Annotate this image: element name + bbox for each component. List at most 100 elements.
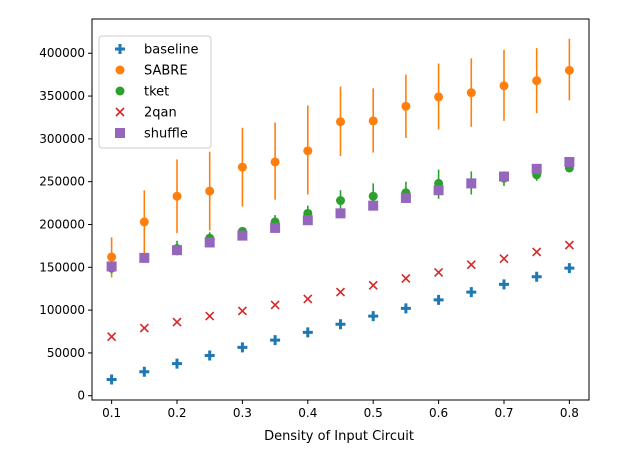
shuffle-point [302,215,313,226]
x-tick-label: 0.1 [102,406,121,420]
x-tick-label: 0.8 [560,406,579,420]
x-tick-label: 0.2 [167,406,186,420]
legend-marker-baseline [115,44,125,54]
sabre-point [401,101,411,111]
legend-box [98,35,212,149]
sabre-point [107,252,117,262]
sabre-point [499,81,509,91]
x-tick-label: 0.5 [364,406,383,420]
series-sabre [107,38,574,278]
sabre-point [139,217,149,227]
shuffle-point [204,237,215,248]
baseline-point [433,294,444,305]
y-tick-label: 100000 [39,303,85,317]
axes: 0.1 0.2 0.3 0.4 0.5 0.6 0.7 0.8 0 50000 100000 1500… [39,18,590,420]
series-2qan [107,240,574,342]
2qan-point [139,323,149,333]
legend-marker-sabre [115,65,125,75]
legend-label: baseline [144,43,198,58]
2qan-point [401,273,411,283]
x-tick-label: 0.4 [298,406,317,420]
baseline-point [368,311,379,322]
shuffle-point [106,261,117,272]
baseline-point [237,342,248,353]
x-axis-label: Density of Input Circuit [264,429,414,444]
legend-entry-tket: tket [115,85,169,100]
y-tick-label: 200000 [39,217,85,231]
y-tick-label: 0 [77,389,85,403]
2qan-point [564,240,574,250]
sabre-point [303,146,313,156]
shuffle-point [335,208,346,219]
x-tick-label: 0.3 [233,406,252,420]
data-marks [106,38,575,385]
2qan-point [335,287,346,297]
shuffle-point [400,192,411,203]
baseline-point [204,350,215,361]
y-tick-label: 50000 [47,346,85,360]
2qan-point [172,317,182,327]
sabre-point [205,186,215,196]
y-tick-label: 350000 [39,89,85,103]
y-tick-label: 400000 [39,46,85,60]
2qan-point [303,294,313,304]
baseline-point [270,335,281,346]
legend-entry-shuffle: shuffle [115,127,188,142]
2qan-point [368,280,378,290]
2qan-point [107,332,117,342]
sabre-point [336,117,345,127]
series-baseline [106,263,575,385]
legend-label: tket [144,85,169,100]
legend-entry-baseline: baseline [115,43,198,58]
2qan-point [434,267,444,277]
shuffle-point [368,200,379,211]
series-shuffle [106,156,575,272]
shuffle-point [466,178,477,189]
shuffle-point [237,230,248,241]
2qan-point [532,247,542,257]
shuffle-point [270,222,281,233]
legend-label: 2qan [144,106,177,121]
2qan-point [499,254,509,264]
legend-entry-2qan: 2qan [115,106,177,121]
2qan-point [270,300,280,310]
sabre-point [466,88,476,98]
sabre-point [434,92,444,102]
baseline-point [531,271,542,282]
x-tick-label: 0.6 [429,406,448,420]
shuffle-point [498,171,509,182]
baseline-point [498,279,509,290]
tket-point [368,191,378,201]
axes-frame [91,18,590,401]
x-tick-label: 0.7 [494,406,513,420]
sabre-point [368,116,378,126]
baseline-point [335,319,346,330]
legend: baseline SABRE tket 2qan shuffle [98,35,212,149]
legend-marker-2qan [115,107,125,117]
baseline-point [466,287,477,298]
y-tick-label: 150000 [39,260,85,274]
shuffle-point [531,163,542,174]
shuffle-point [172,245,183,256]
2qan-point [205,311,215,321]
sabre-point [564,65,574,75]
legend-label: SABRE [144,64,188,79]
baseline-point [564,263,575,274]
shuffle-point [139,252,150,263]
legend-label: shuffle [144,127,188,142]
y-tick-label: 250000 [39,175,85,189]
sabre-point [172,191,182,201]
sabre-point [270,157,280,167]
sabre-point [237,162,247,172]
2qan-point [237,306,247,316]
baseline-point [139,366,150,377]
baseline-point [400,303,411,314]
tket-point [336,196,345,206]
2qan-point [466,260,476,270]
legend-marker-shuffle [115,128,125,138]
shuffle-point [433,185,444,196]
legend-marker-tket [115,86,125,96]
sabre-point [532,76,542,86]
